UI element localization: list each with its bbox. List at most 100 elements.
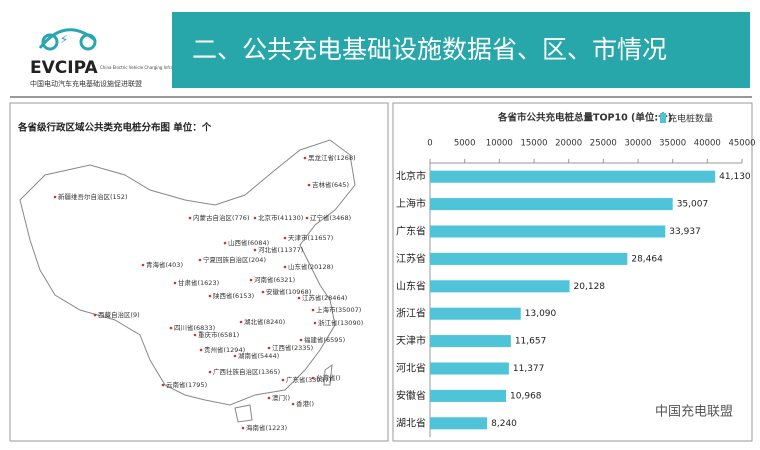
map-dot (261, 290, 265, 294)
map-dot (267, 346, 271, 350)
bar (430, 417, 488, 430)
map-label: 重庆市(6581) (198, 330, 239, 339)
y-tick-label: 北京市 (396, 170, 426, 183)
map-dot (299, 338, 303, 342)
map-label: 吉林省(645) (312, 180, 349, 189)
map-dot (199, 348, 203, 352)
x-tick-label: 10000 (486, 139, 513, 149)
bar (430, 335, 511, 348)
map-label: 江西省(2335) (272, 343, 313, 352)
map-label: 福建省(6595) (304, 335, 345, 344)
map-label: 内蒙古自治区(776) (193, 213, 249, 222)
map-label: 陕西省(6153) (213, 291, 254, 300)
value-label: 33,937 (669, 227, 701, 237)
x-tick-label: 30000 (624, 139, 651, 149)
map-label: 黑龙江省(1268) (308, 153, 356, 162)
map-dot (208, 294, 212, 298)
map-dot (53, 195, 57, 199)
map-label: 甘肃省(1623) (178, 278, 219, 287)
map-dot (313, 321, 317, 325)
x-tick-label: 5000 (454, 139, 476, 149)
map-dot (303, 156, 307, 160)
map-dot (188, 216, 192, 220)
y-tick-label: 上海市 (396, 197, 426, 210)
value-label: 8,240 (491, 419, 517, 429)
title-banner (172, 12, 750, 88)
map-dot (193, 333, 197, 337)
map-dot (208, 370, 212, 374)
bar (430, 225, 666, 238)
x-tick-label: 25000 (590, 139, 617, 149)
x-tick-label: 35000 (659, 139, 686, 149)
map-dot (291, 402, 295, 406)
map-dot (307, 183, 311, 187)
map-dot (173, 281, 177, 285)
map-label: 江苏省(28464) (302, 293, 347, 302)
map-dot (311, 308, 315, 312)
map-label: 贵州省(1294) (204, 345, 245, 354)
map-island (323, 363, 333, 386)
map-label: 新疆维吾尔自治区(152) (58, 192, 127, 201)
slide-title: 二、公共充电基础设施数据省、区、市情况 (192, 35, 667, 64)
map-dot (161, 383, 165, 387)
map-island (234, 404, 253, 423)
map-dot (253, 248, 257, 252)
y-tick-label: 浙江省 (396, 307, 426, 320)
logo: ⚡ (38, 28, 97, 51)
bar (430, 362, 509, 375)
map-dot (233, 354, 237, 358)
map-label: 河南省(6321) (254, 275, 295, 284)
map-dot (281, 378, 285, 382)
bar (430, 389, 507, 402)
value-label: 10,968 (510, 391, 542, 401)
map-dot (249, 278, 253, 282)
bar (430, 170, 716, 183)
map-labels: 黑龙江省(1268) 吉林省(645) 新疆维吾尔自治区(152) 内蒙古自治区(77… (53, 153, 363, 432)
map-label: 云南省(1795) (166, 380, 207, 389)
legend-swatch (660, 113, 666, 123)
map-dot (305, 216, 309, 220)
map-label: 青海省(403) (146, 260, 183, 269)
value-label: 41,130 (719, 172, 751, 182)
logo-subtitle: China Electric Vehicle Charging Infrastr… (100, 65, 230, 70)
y-tick-label: 河北省 (396, 362, 426, 375)
legend-label: 充电桩数量 (668, 113, 713, 125)
bar (430, 252, 628, 265)
map-label: 台湾省() (316, 373, 341, 382)
watermark: 中国充电联盟 (655, 404, 733, 420)
y-tick-label: 湖北省 (396, 416, 426, 429)
x-tick-label: 45000 (728, 139, 755, 149)
y-tick-label: 江苏省 (396, 252, 426, 265)
map-label: 广东省(33937) (286, 375, 331, 384)
map-dot (267, 396, 271, 400)
bar (430, 280, 570, 293)
svg-text:⚡: ⚡ (60, 33, 68, 47)
x-tick-label: 0 (427, 139, 432, 149)
map-label: 上海市(35007) (316, 305, 361, 314)
map-label: 香港() (296, 399, 314, 408)
value-label: 11,377 (513, 364, 545, 374)
map-label: 四川省(6833) (174, 323, 215, 332)
map-dot (141, 263, 145, 267)
map-dot (253, 216, 257, 220)
x-tick-label: 20000 (555, 139, 582, 149)
map-label: 北京市(41130) (258, 213, 303, 222)
value-label: 35,007 (677, 200, 709, 210)
y-tick-label: 山东省 (396, 279, 426, 292)
map-label: 浙江省(13090) (318, 318, 363, 327)
map-dot (223, 241, 227, 245)
map-label: 澳门() (272, 393, 290, 402)
map-label: 宁夏回族自治区(204) (203, 255, 266, 264)
x-tick-label: 40000 (694, 139, 721, 149)
value-label: 20,128 (574, 282, 606, 292)
map-dot (283, 265, 287, 269)
map-label: 广西壮族自治区(1365) (213, 367, 280, 376)
map-title: 各省级行政区域公共类充电桩分布图 单位：个 (17, 122, 212, 134)
map-label: 西藏自治区(9) (98, 310, 140, 319)
y-tick-label: 天津市 (396, 334, 426, 347)
map-label: 湖南省(5444) (238, 351, 279, 360)
value-label: 28,464 (631, 254, 663, 264)
map-outline (19, 139, 356, 406)
y-tick-label: 安徽省 (396, 389, 426, 402)
map-dot (93, 313, 97, 317)
